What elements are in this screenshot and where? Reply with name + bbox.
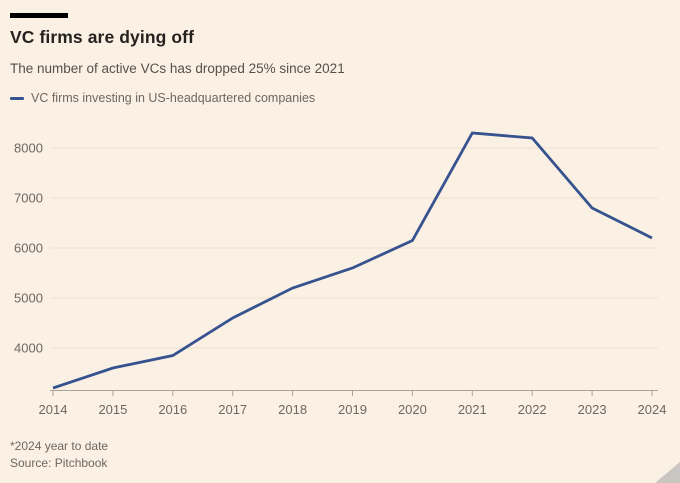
x-tick-label: 2017 [218,402,247,417]
x-tick-label: 2020 [398,402,427,417]
x-tick-label: 2014 [39,402,68,417]
y-tick-label: 4000 [14,341,43,356]
y-tick-label: 7000 [14,191,43,206]
chart-footnote: *2024 year to date [10,439,109,453]
x-tick-label: 2023 [578,402,607,417]
x-tick-label: 2021 [458,402,487,417]
x-tick-label: 2018 [278,402,307,417]
chart-title: VC firms are dying off [10,27,195,47]
x-tick-label: 2019 [338,402,367,417]
chart-subtitle: The number of active VCs has dropped 25%… [10,61,345,76]
y-tick-label: 8000 [14,141,43,156]
legend-line-swatch-icon [10,96,24,100]
series-line [52,131,653,390]
resize-grip-icon[interactable] [655,462,680,483]
y-tick-label: 5000 [14,291,43,306]
x-tick-label: 2016 [158,402,187,417]
legend: VC firms investing in US-headquartered c… [10,91,315,105]
x-tick-label: 2024 [638,402,667,417]
title-accent-bar [10,13,68,18]
y-tick-label: 6000 [14,241,43,256]
x-tick-label: 2015 [98,402,127,417]
chart-source: Source: Pitchbook [10,456,108,470]
legend-label: VC firms investing in US-headquartered c… [31,91,316,105]
x-tick-label: 2022 [518,402,547,417]
